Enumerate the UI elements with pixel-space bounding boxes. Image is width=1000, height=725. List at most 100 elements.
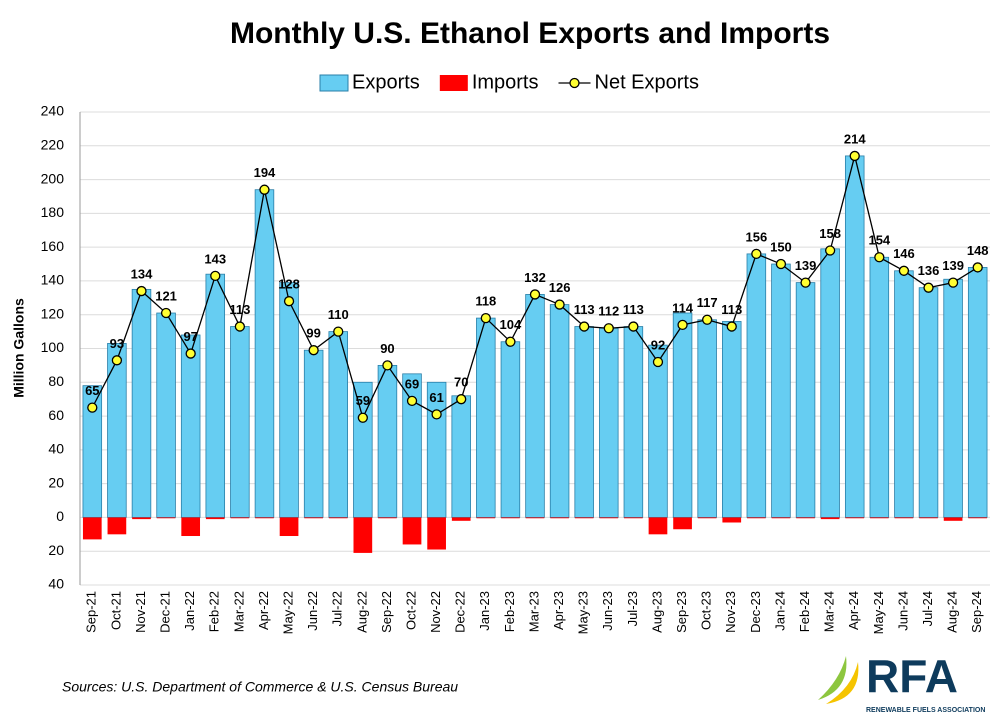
x-tick-label: Oct-23 [699,591,714,630]
net-marker [726,321,737,332]
data-label: 117 [697,295,718,310]
y-tick-label: 20 [48,542,64,558]
x-tick-label: Oct-21 [108,591,123,630]
x-tick-label: Jun-23 [600,591,615,631]
export-bar [402,373,422,518]
x-tick-label: May-24 [871,591,886,634]
net-marker [283,296,295,307]
net-marker [775,258,787,270]
data-label: 113 [623,302,644,317]
export-bar [107,343,127,518]
export-bar [918,287,939,518]
data-label: 113 [574,302,595,317]
export-bar [967,267,988,518]
export-bar [771,263,791,518]
y-tick-label: 100 [41,339,65,355]
net-marker [874,252,885,263]
import-bar [869,517,889,519]
import-bar [919,517,938,519]
net-marker [431,409,442,420]
x-tick-label: Apr-22 [256,591,271,630]
logo-text: RFA [866,650,958,702]
export-bar [746,253,767,518]
x-tick-label: Apr-23 [551,591,566,630]
import-bar [968,517,988,519]
export-bar [377,364,398,518]
import-bar [353,517,373,553]
legend-swatch [439,75,468,91]
logo-subtitle: RENEWABLE FUELS ASSOCIATION [866,707,985,714]
logo: RFA RENEWABLE FUELS ASSOCIATION [818,650,985,714]
data-label: 156 [745,229,767,244]
data-label: 92 [651,337,665,352]
export-bar [722,321,742,518]
y-tick-label: 220 [41,136,65,152]
legend-label: Imports [472,71,539,93]
export-bar [156,312,176,518]
net-marker [824,245,836,256]
data-label: 99 [306,326,320,341]
export-bar [254,189,275,518]
net-marker [898,265,910,276]
net-marker [456,394,467,405]
data-label: 65 [85,383,99,398]
x-tick-label: May-23 [576,591,591,634]
export-bar [476,317,496,518]
x-tick-label: Oct-22 [403,591,418,630]
x-tick-label: Nov-21 [133,591,148,633]
y-tick-label: 80 [48,373,64,389]
data-label: 150 [770,239,792,254]
export-bar [180,334,201,518]
legend-label: Net Exports [595,71,699,93]
export-bar [894,270,914,518]
import-bar [624,517,643,519]
x-tick-label: Jan-22 [182,591,197,631]
x-tick-label: Sep-21 [84,591,99,633]
net-marker [210,270,221,282]
export-bar [230,326,250,518]
logo-swoosh [826,662,859,704]
x-tick-label: Dec-23 [748,591,763,633]
net-marker [554,299,565,310]
import-bar [279,517,299,537]
net-marker [505,336,516,347]
net-marker [357,412,368,423]
data-label: 136 [918,263,940,278]
data-label: 154 [868,233,890,248]
net-marker [333,326,344,337]
x-tick-label: Aug-22 [354,591,369,633]
net-marker [136,285,147,297]
y-tick-label: 180 [41,204,65,220]
import-bar [181,517,201,537]
import-bar [476,517,496,519]
export-bar [279,282,299,518]
data-label: 110 [328,307,349,322]
net-marker [406,395,418,407]
import-bar [673,517,692,530]
y-tick-label: 200 [41,170,65,186]
export-bar [328,331,348,518]
y-tick-label: 140 [41,272,65,288]
data-label: 121 [155,288,177,303]
data-label: 128 [278,277,300,292]
x-tick-label: Nov-22 [428,591,443,633]
import-bar [451,517,471,521]
import-bar [501,517,520,519]
legend-swatch [319,74,349,92]
import-bar [845,517,865,519]
net-marker [529,289,541,300]
x-tick-label: Jan-24 [772,591,787,631]
data-label: 112 [598,304,619,319]
data-label: 114 [672,300,694,315]
import-bar [205,517,225,520]
import-bar [525,517,545,519]
import-bar [427,517,446,550]
import-bar [771,517,791,519]
import-bar [943,517,963,521]
import-bar [132,517,151,520]
import-bar [156,517,176,519]
x-tick-label: Jan-23 [477,591,492,631]
export-bar [131,288,152,518]
data-label: 134 [131,267,153,282]
import-bar [796,517,815,519]
